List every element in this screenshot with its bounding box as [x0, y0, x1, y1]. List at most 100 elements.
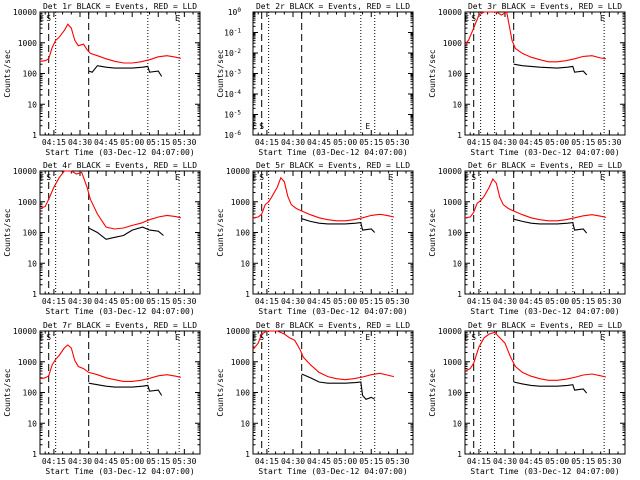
y-tick-label: 100 [448, 70, 463, 79]
x-tick-label: 04:30 [493, 138, 517, 147]
x-tick-label: 05:00 [120, 138, 144, 147]
events-series-line [513, 63, 588, 76]
detector-panel: Det 7r BLACK = Events, RED = LLD 1 10 100 10… [3, 321, 201, 476]
x-tick-label: 04:15 [255, 138, 279, 147]
x-tick-label: 04:45 [94, 457, 118, 466]
x-tick-label: 05:30 [597, 297, 621, 306]
x-tick-label: 04:45 [307, 457, 331, 466]
y-tick-label: 100 [23, 389, 38, 398]
panel-title: Det 3r BLACK = Events, RED = LLD [468, 2, 622, 11]
x-axis-label: Start Time (03-Dec-12 04:07:00) [470, 307, 619, 316]
y-tick-label: 100 [23, 229, 38, 238]
x-tick-label: 05:15 [146, 457, 170, 466]
y-tick-exponent: -5 [234, 110, 242, 117]
plot-frame [464, 170, 626, 295]
x-tick-label: 04:45 [307, 138, 331, 147]
y-axis-label: Counts/sec [216, 368, 225, 416]
x-tick-label: 04:30 [281, 457, 305, 466]
panel-title: Det 7r BLACK = Events, RED = LLD [43, 321, 197, 330]
x-tick-label: 05:15 [359, 138, 383, 147]
event-marker-label: E [39, 333, 44, 342]
y-tick-label: 1 [457, 131, 462, 140]
detector-panel: Det 3r BLACK = Events, RED = LLD 1 10 100 10… [428, 2, 626, 157]
y-tick-label: 10 [240, 259, 250, 268]
y-axis-label: Counts/sec [428, 208, 437, 256]
lld-series-line [464, 177, 607, 222]
plot-frame [464, 330, 626, 455]
x-tick-label: 04:15 [42, 297, 66, 306]
event-marker-label: E [464, 333, 469, 342]
x-tick-label: 05:15 [359, 297, 383, 306]
event-marker-label: S [471, 14, 476, 23]
x-tick-label: 04:15 [467, 138, 491, 147]
y-tick-label: 1 [457, 450, 462, 459]
y-tick-label: 10 [27, 259, 37, 268]
detector-panel: Det 2r BLACK = Events, RED = LLD 10-6 10-5… [216, 2, 414, 157]
y-tick-label: 1000 [443, 198, 462, 207]
x-tick-label: 04:45 [519, 297, 543, 306]
x-tick-label: 05:30 [172, 138, 196, 147]
event-marker-label: S [471, 333, 476, 342]
x-axis-label: Start Time (03-Dec-12 04:07:00) [258, 148, 407, 157]
y-tick-label: 1 [32, 290, 37, 299]
y-tick-exponent: -3 [234, 69, 242, 76]
y-tick-exponent: 0 [237, 7, 241, 14]
y-tick-label: 10000 [13, 8, 37, 17]
detector-panel: Det 4r BLACK = Events, RED = LLD 1 10 100 10… [3, 161, 201, 316]
y-tick-exponent: -2 [234, 48, 242, 55]
y-tick-exponent: -4 [234, 89, 242, 96]
y-tick-label: 100 [236, 389, 251, 398]
event-marker-label: E [600, 14, 605, 23]
detector-panel: Det 5r BLACK = Events, RED = LLD 1 10 100 10… [216, 161, 414, 316]
x-tick-label: 05:15 [571, 457, 595, 466]
panel-title: Det 4r BLACK = Events, RED = LLD [43, 161, 197, 170]
y-tick-label: 1 [245, 290, 250, 299]
lld-series-line [464, 11, 606, 63]
x-tick-label: 04:15 [42, 457, 66, 466]
events-series-line [301, 373, 375, 400]
events-series-line [88, 65, 163, 77]
events-series-line [301, 218, 376, 233]
x-tick-label: 04:15 [255, 297, 279, 306]
events-series-line [88, 226, 164, 240]
plot-frame [252, 170, 414, 295]
y-tick-label: 1 [245, 450, 250, 459]
x-tick-label: 05:15 [359, 457, 383, 466]
x-tick-label: 05:15 [571, 297, 595, 306]
y-tick-label: 10 [452, 259, 462, 268]
x-tick-label: 05:00 [545, 457, 569, 466]
lld-series-line [252, 176, 395, 222]
x-tick-label: 04:30 [281, 138, 305, 147]
y-tick-label: 10 [240, 419, 250, 428]
x-tick-label: 05:00 [333, 457, 357, 466]
x-tick-label: 04:45 [519, 138, 543, 147]
panel-title: Det 2r BLACK = Events, RED = LLD [256, 2, 410, 11]
event-marker-label: E [464, 14, 469, 23]
x-axis-label: Start Time (03-Dec-12 04:07:00) [45, 148, 194, 157]
plot-frame [464, 11, 626, 136]
y-tick-label: 100 [228, 7, 242, 17]
y-tick-label: 10 [27, 419, 37, 428]
x-tick-label: 05:15 [571, 138, 595, 147]
panel-title: Det 9r BLACK = Events, RED = LLD [468, 321, 622, 330]
y-tick-label: 100 [448, 229, 463, 238]
y-tick-label: 1000 [231, 198, 250, 207]
y-axis-label: Counts/sec [428, 49, 437, 97]
y-axis-label: Counts/sec [3, 368, 12, 416]
x-tick-label: 05:30 [385, 297, 409, 306]
panel-title: Det 1r BLACK = Events, RED = LLD [43, 2, 197, 11]
x-tick-label: 05:00 [545, 138, 569, 147]
y-axis-label: Counts/sec [3, 49, 12, 97]
x-tick-label: 05:15 [146, 297, 170, 306]
x-axis-label: Start Time (03-Dec-12 04:07:00) [45, 307, 194, 316]
x-tick-label: 04:45 [519, 457, 543, 466]
event-marker-label: E [252, 122, 257, 131]
x-tick-label: 04:45 [94, 297, 118, 306]
x-tick-label: 04:30 [68, 297, 92, 306]
y-tick-label: 1 [32, 450, 37, 459]
detector-panel: Det 6r BLACK = Events, RED = LLD 1 10 100 10… [428, 161, 626, 316]
detector-panel: Det 8r BLACK = Events, RED = LLD 1 10 100 10… [216, 321, 414, 476]
events-series-line [513, 218, 588, 234]
x-tick-label: 04:30 [493, 297, 517, 306]
